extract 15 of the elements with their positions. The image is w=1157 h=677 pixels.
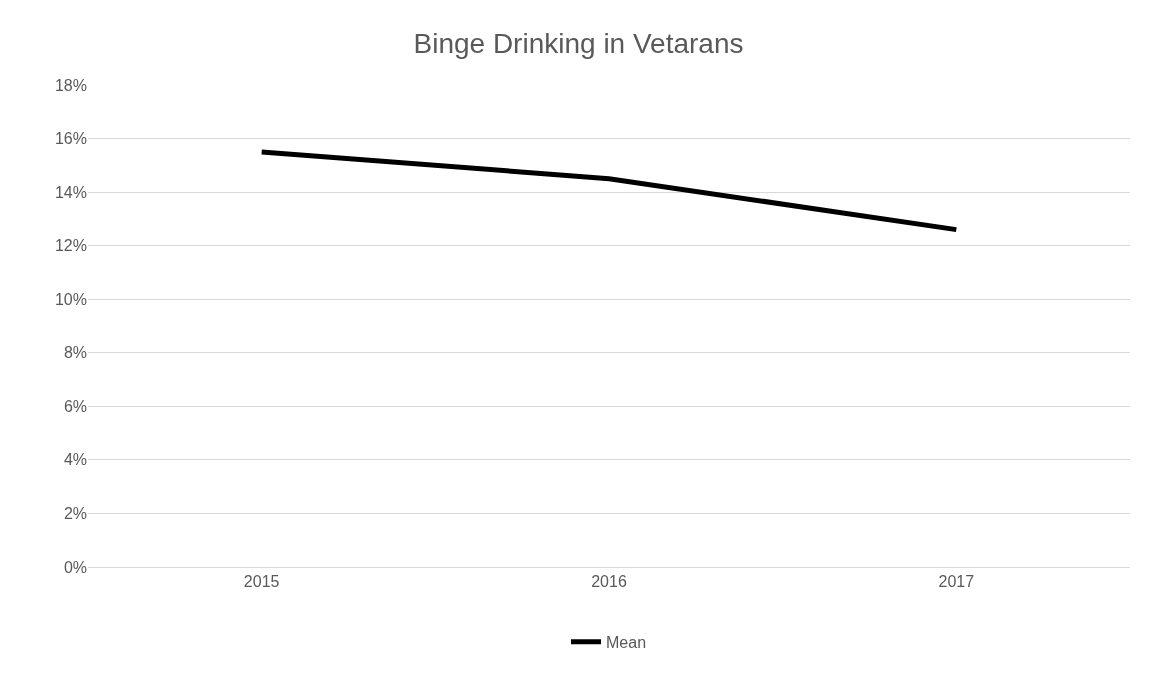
y-tick-label: 6% [63,397,87,415]
x-tick-label: 2015 [243,573,280,591]
y-tick-label: 18% [54,76,87,94]
y-tick-label: 12% [54,237,87,255]
y-tick-label: 0% [63,558,87,576]
y-tick-label: 8% [63,344,87,362]
y-tick-label: 14% [54,183,87,201]
y-tick-label: 4% [63,451,87,469]
x-tick-label: 2017 [938,573,975,591]
x-tick-label: 2016 [591,573,627,591]
legend-label: Mean [606,633,647,651]
y-tick-label: 16% [54,130,87,148]
y-tick-label: 10% [54,290,87,308]
chart-title: Binge Drinking in Vetarans [413,28,744,60]
y-tick-label: 2% [63,505,87,523]
